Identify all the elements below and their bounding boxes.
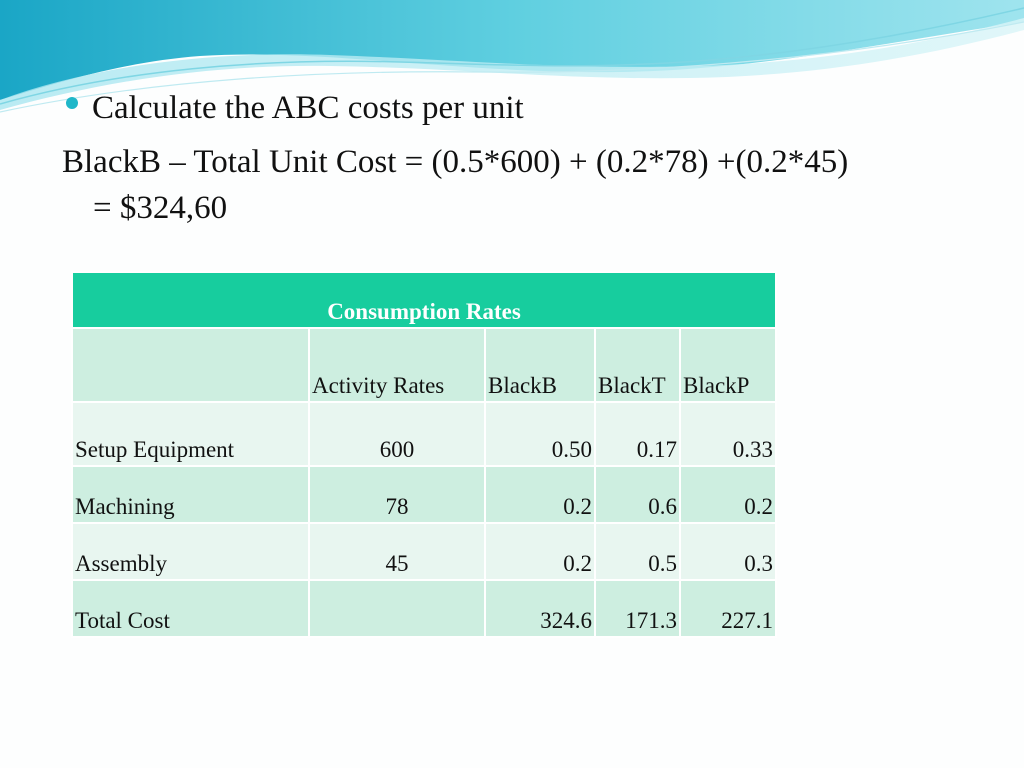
blackb-cell: 324.6	[484, 579, 596, 638]
blackp-cell: 0.2	[679, 465, 777, 524]
table-title: Consumption Rates	[71, 271, 777, 329]
header-blackb: BlackB	[484, 327, 596, 403]
header-activity-rates: Activity Rates	[308, 327, 486, 403]
blackb-cell: 0.50	[484, 401, 596, 467]
formula-line-1: BlackB – Total Unit Cost = (0.5*600) + (…	[62, 144, 849, 180]
blackb-cell: 0.2	[484, 522, 596, 581]
activity-rate-cell: 78	[308, 465, 486, 524]
row-label: Machining	[71, 465, 310, 524]
row-label: Total Cost	[71, 579, 310, 638]
blackt-cell: 0.5	[594, 522, 681, 581]
table-row: Assembly 45 0.2 0.5 0.3	[71, 522, 777, 581]
row-label: Setup Equipment	[71, 401, 310, 467]
blackp-cell: 0.3	[679, 522, 777, 581]
blackb-cell: 0.2	[484, 465, 596, 524]
activity-rate-cell: 45	[308, 522, 486, 581]
header-blackt: BlackT	[594, 327, 681, 403]
header-cell-empty	[71, 327, 310, 403]
activity-rate-cell: 600	[308, 401, 486, 467]
bullet-item: Calculate the ABC costs per unit	[66, 86, 524, 130]
formula-line-2: = $324,60	[93, 190, 228, 226]
blackp-cell: 227.1	[679, 579, 777, 638]
table-row: Machining 78 0.2 0.6 0.2	[71, 465, 777, 524]
table-row: Setup Equipment 600 0.50 0.17 0.33	[71, 401, 777, 467]
blackt-cell: 0.17	[594, 401, 681, 467]
header-blackp: BlackP	[679, 327, 777, 403]
row-label: Assembly	[71, 522, 310, 581]
table-header-row: Activity Rates BlackB BlackT BlackP	[71, 327, 777, 403]
consumption-rates-table: Consumption Rates Activity Rates BlackB …	[71, 271, 777, 638]
header-wave-decoration	[0, 0, 1024, 113]
blackt-cell: 0.6	[594, 465, 681, 524]
bullet-dot-icon	[66, 97, 78, 109]
activity-rate-cell	[308, 579, 486, 638]
blackt-cell: 171.3	[594, 579, 681, 638]
blackp-cell: 0.33	[679, 401, 777, 467]
table-row: Total Cost 324.6 171.3 227.1	[71, 579, 777, 638]
bullet-text: Calculate the ABC costs per unit	[92, 90, 524, 126]
